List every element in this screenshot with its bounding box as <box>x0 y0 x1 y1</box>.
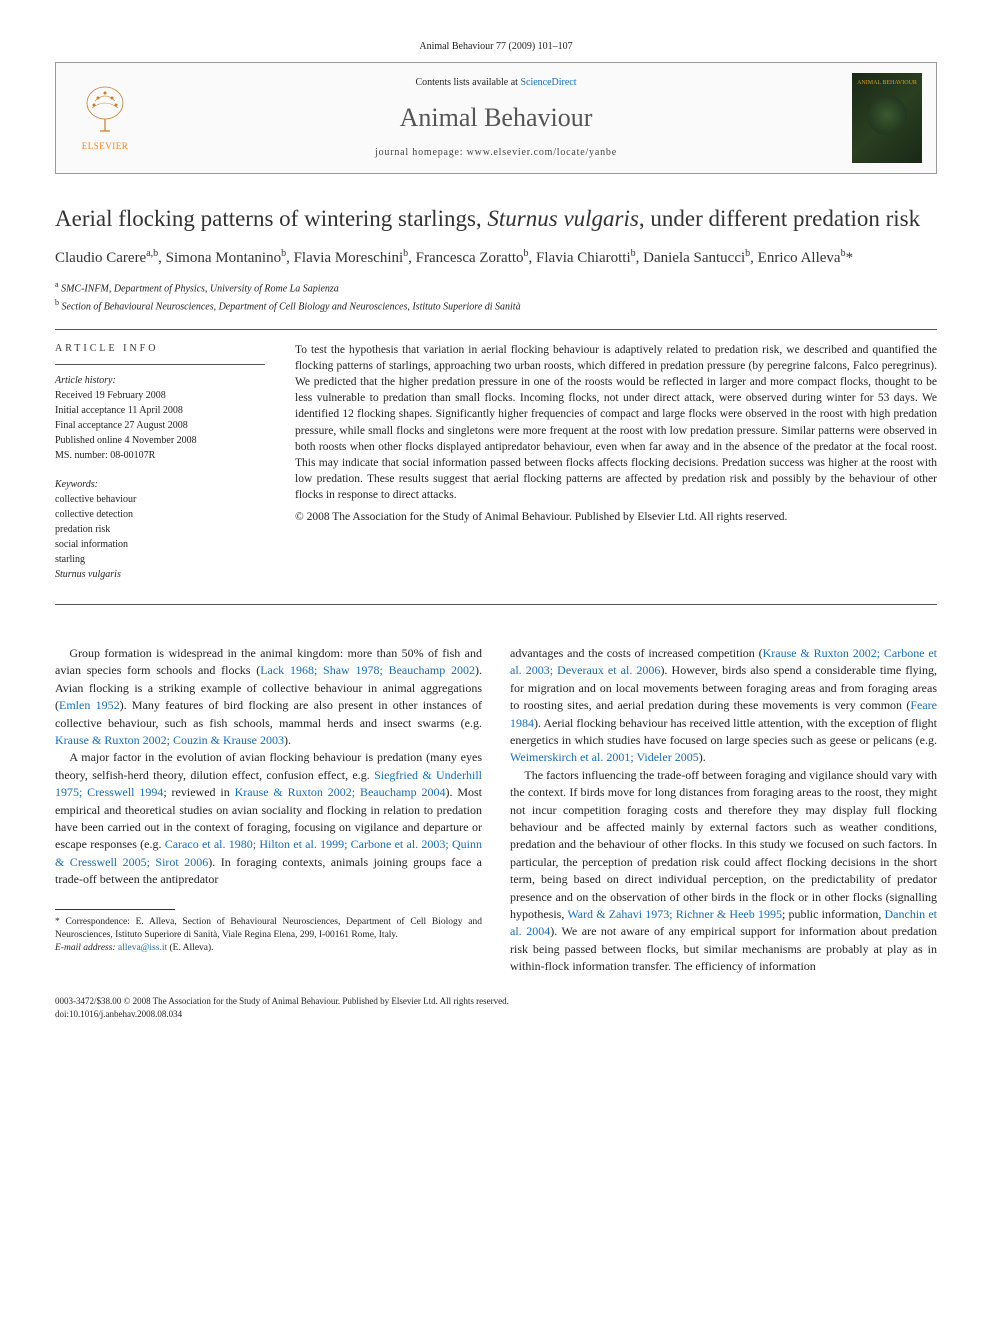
affiliation-b: Section of Behavioural Neurosciences, De… <box>62 301 521 312</box>
citation-link[interactable]: Lack 1968; Shaw 1978; Beauchamp 2002 <box>260 663 475 677</box>
journal-name: Animal Behaviour <box>140 100 852 136</box>
cover-title: ANIMAL BEHAVIOUR <box>857 79 917 87</box>
citation-link[interactable]: Krause & Ruxton 2002; Beauchamp 2004 <box>235 785 446 799</box>
journal-header-box: ELSEVIER Contents lists available at Sci… <box>55 62 937 174</box>
article-info-heading: ARTICLE INFO <box>55 342 265 356</box>
cover-image-icon <box>867 95 907 135</box>
keyword: collective behaviour <box>55 492 265 507</box>
page-footer: 0003-3472/$38.00 © 2008 The Association … <box>55 995 937 1020</box>
keywords-title: Keywords: <box>55 477 265 492</box>
elsevier-tree-icon <box>80 83 130 138</box>
article-title: Aerial flocking patterns of wintering st… <box>55 204 937 234</box>
elsevier-label: ELSEVIER <box>82 140 129 153</box>
author: Flavia Chiarottib <box>536 250 636 266</box>
author: Francesca Zorattob <box>416 250 529 266</box>
author: Flavia Moreschinib <box>294 250 409 266</box>
citation-link[interactable]: Krause & Ruxton 2002; Couzin & Krause 20… <box>55 733 284 747</box>
abstract-text: To test the hypothesis that variation in… <box>295 342 937 503</box>
keyword: social information <box>55 537 265 552</box>
right-column: advantages and the costs of increased co… <box>510 645 937 975</box>
contents-available-line: Contents lists available at ScienceDirec… <box>140 76 852 90</box>
divider <box>55 604 937 605</box>
author: Simona Montaninob <box>166 250 286 266</box>
left-column: Group formation is widespread in the ani… <box>55 645 482 975</box>
journal-homepage-line: journal homepage: www.elsevier.com/locat… <box>140 146 852 160</box>
keyword: Sturnus vulgaris <box>55 567 265 582</box>
author-list: Claudio Carerea,b, Simona Montaninob, Fl… <box>55 246 937 270</box>
homepage-url[interactable]: www.elsevier.com/locate/yanbe <box>467 147 617 158</box>
keyword: starling <box>55 552 265 567</box>
article-info-sidebar: ARTICLE INFO Article history: Received 1… <box>55 342 265 596</box>
sciencedirect-link[interactable]: ScienceDirect <box>520 77 576 88</box>
author: Enrico Allevab* <box>758 250 853 266</box>
history-title: Article history: <box>55 373 265 388</box>
affiliation-a: SMC-INFM, Department of Physics, Univers… <box>61 284 339 295</box>
elsevier-logo: ELSEVIER <box>70 83 140 153</box>
history-line: Initial acceptance 11 April 2008 <box>55 403 265 418</box>
history-line: Published online 4 November 2008 <box>55 433 265 448</box>
citation-link[interactable]: Emlen 1952 <box>59 698 120 712</box>
affiliations: a SMC-INFM, Department of Physics, Unive… <box>55 279 937 314</box>
keyword: predation risk <box>55 522 265 537</box>
author: Daniela Santuccib <box>643 250 750 266</box>
email-link[interactable]: alleva@iss.it <box>118 943 167 953</box>
divider <box>55 329 937 330</box>
citation-link[interactable]: Weimerskirch et al. 2001; Videler 2005 <box>510 750 699 764</box>
history-line: MS. number: 08-00107R <box>55 448 265 463</box>
abstract-copyright: © 2008 The Association for the Study of … <box>295 509 937 525</box>
footnote-separator <box>55 909 175 910</box>
journal-citation: Animal Behaviour 77 (2009) 101–107 <box>55 40 937 54</box>
author: Claudio Carerea,b <box>55 250 158 266</box>
correspondence-footnote: * Correspondence: E. Alleva, Section of … <box>55 916 482 956</box>
body-text: Group formation is widespread in the ani… <box>55 645 937 975</box>
history-line: Final acceptance 27 August 2008 <box>55 418 265 433</box>
keyword: collective detection <box>55 507 265 522</box>
journal-cover-thumbnail: ANIMAL BEHAVIOUR <box>852 73 922 163</box>
citation-link[interactable]: Ward & Zahavi 1973; Richner & Heeb 1995 <box>567 907 782 921</box>
abstract: To test the hypothesis that variation in… <box>295 342 937 596</box>
history-line: Received 19 February 2008 <box>55 388 265 403</box>
